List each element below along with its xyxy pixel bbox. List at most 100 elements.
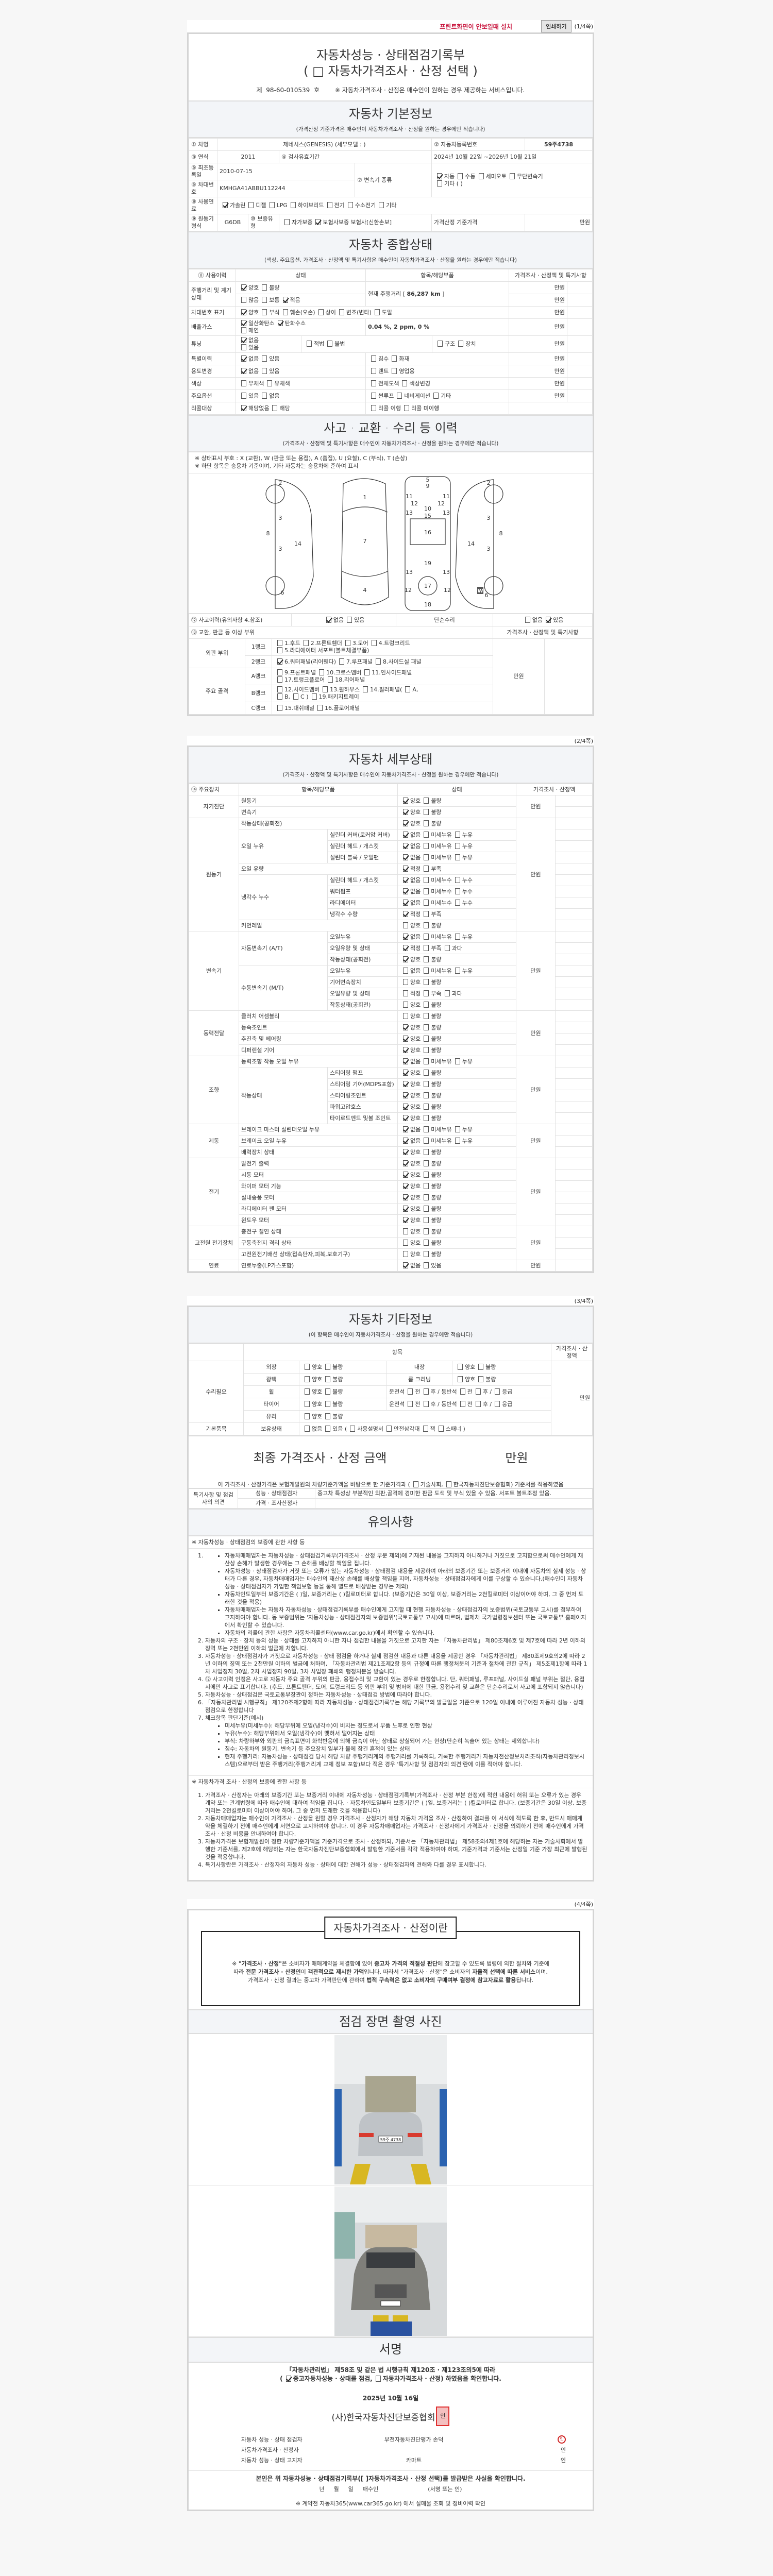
checkbox[interactable]: [241, 320, 246, 326]
checkbox[interactable]: [403, 831, 408, 838]
checkbox[interactable]: [403, 1171, 408, 1178]
amount-input[interactable]: [555, 1044, 593, 1056]
checkbox[interactable]: [403, 854, 408, 860]
amount-input[interactable]: [555, 1101, 593, 1113]
checkbox[interactable]: [423, 1425, 428, 1432]
checkbox[interactable]: [325, 1388, 331, 1395]
amount-input[interactable]: [555, 1033, 593, 1045]
checkbox[interactable]: [424, 933, 429, 940]
checkbox[interactable]: [424, 1205, 429, 1212]
checkbox[interactable]: [424, 1046, 429, 1053]
checkbox[interactable]: [458, 341, 464, 347]
checkbox[interactable]: [403, 1024, 408, 1030]
checkbox[interactable]: [326, 616, 331, 623]
checkbox[interactable]: [444, 944, 450, 951]
print-button[interactable]: 인쇄하기: [541, 20, 572, 32]
checkbox[interactable]: [437, 173, 442, 179]
amount-input[interactable]: [555, 1146, 593, 1158]
checkbox[interactable]: [277, 686, 282, 692]
checkbox[interactable]: [478, 1376, 484, 1382]
checkbox[interactable]: [424, 944, 429, 951]
checkbox[interactable]: [423, 1388, 429, 1395]
checkbox[interactable]: [403, 1182, 408, 1189]
checkbox[interactable]: [424, 1024, 429, 1030]
checkbox[interactable]: [284, 219, 290, 225]
amount-input[interactable]: [555, 1022, 593, 1033]
checkbox[interactable]: [455, 842, 460, 849]
checkbox[interactable]: [403, 1250, 408, 1257]
checkbox[interactable]: [408, 1400, 413, 1407]
checkbox[interactable]: [241, 404, 246, 411]
amount-input[interactable]: [555, 1248, 593, 1260]
checkbox[interactable]: [455, 899, 460, 906]
checkbox[interactable]: [305, 1413, 310, 1419]
checkbox[interactable]: [262, 309, 267, 315]
checkbox[interactable]: [403, 1216, 408, 1223]
checkbox[interactable]: [403, 1137, 408, 1144]
checkbox[interactable]: [403, 944, 408, 951]
checkbox[interactable]: [277, 647, 282, 653]
checkbox[interactable]: [285, 2376, 291, 2382]
checkbox[interactable]: [379, 202, 384, 208]
amount-input[interactable]: [555, 931, 593, 943]
checkbox[interactable]: [262, 284, 267, 291]
checkbox[interactable]: [424, 1012, 429, 1019]
amount-input[interactable]: [555, 1214, 593, 1226]
checkbox[interactable]: [403, 990, 408, 996]
checkbox[interactable]: [458, 1363, 463, 1370]
checkbox[interactable]: [403, 1069, 408, 1076]
checkbox[interactable]: [455, 1137, 460, 1144]
amount-input[interactable]: [555, 965, 593, 977]
checkbox[interactable]: [403, 956, 408, 962]
checkbox[interactable]: [424, 820, 429, 826]
checkbox[interactable]: [424, 1182, 429, 1189]
checkbox[interactable]: [262, 355, 267, 362]
amount-input[interactable]: [555, 840, 593, 852]
checkbox[interactable]: [303, 640, 309, 646]
checkbox[interactable]: [403, 1046, 408, 1053]
checkbox[interactable]: [319, 669, 325, 675]
checkbox[interactable]: [375, 2376, 381, 2382]
amount-input[interactable]: [555, 1169, 593, 1181]
checkbox[interactable]: [495, 1388, 500, 1395]
checkbox[interactable]: [525, 616, 530, 623]
checkbox[interactable]: [424, 1216, 429, 1223]
checkbox[interactable]: [315, 219, 321, 225]
checkbox[interactable]: [424, 1126, 429, 1132]
checkbox[interactable]: [424, 899, 429, 906]
checkbox[interactable]: [424, 797, 429, 804]
amount-input[interactable]: [555, 1112, 593, 1124]
checkbox[interactable]: [277, 669, 282, 675]
checkbox[interactable]: [403, 1126, 408, 1132]
checkbox[interactable]: [345, 640, 350, 646]
amount-input[interactable]: [555, 1135, 593, 1147]
checkbox[interactable]: [478, 1363, 484, 1370]
checkbox[interactable]: [424, 967, 429, 974]
amount-input[interactable]: [555, 988, 593, 999]
checkbox[interactable]: [403, 899, 408, 906]
checkbox[interactable]: [424, 1080, 429, 1087]
checkbox[interactable]: [403, 967, 408, 974]
checkbox[interactable]: [262, 392, 267, 399]
checkbox[interactable]: [339, 309, 344, 315]
amount-input[interactable]: [555, 1237, 593, 1249]
checkbox[interactable]: [241, 327, 246, 333]
checkbox[interactable]: [241, 355, 246, 362]
checkbox[interactable]: [424, 1239, 429, 1246]
amount-input[interactable]: [555, 908, 593, 920]
checkbox[interactable]: [546, 616, 551, 623]
checkbox[interactable]: [364, 669, 370, 675]
checkbox[interactable]: [424, 990, 429, 996]
checkbox[interactable]: [424, 1228, 429, 1234]
checkbox[interactable]: [424, 831, 429, 838]
checkbox[interactable]: [413, 1481, 418, 1487]
checkbox[interactable]: [455, 888, 460, 894]
checkbox[interactable]: [424, 876, 429, 883]
checkbox[interactable]: [305, 1425, 310, 1432]
checkbox[interactable]: [455, 967, 460, 974]
checkbox[interactable]: [323, 686, 328, 692]
checkbox[interactable]: [305, 1376, 310, 1382]
checkbox[interactable]: [311, 693, 317, 700]
checkbox[interactable]: [269, 202, 275, 208]
checkbox[interactable]: [424, 808, 429, 815]
